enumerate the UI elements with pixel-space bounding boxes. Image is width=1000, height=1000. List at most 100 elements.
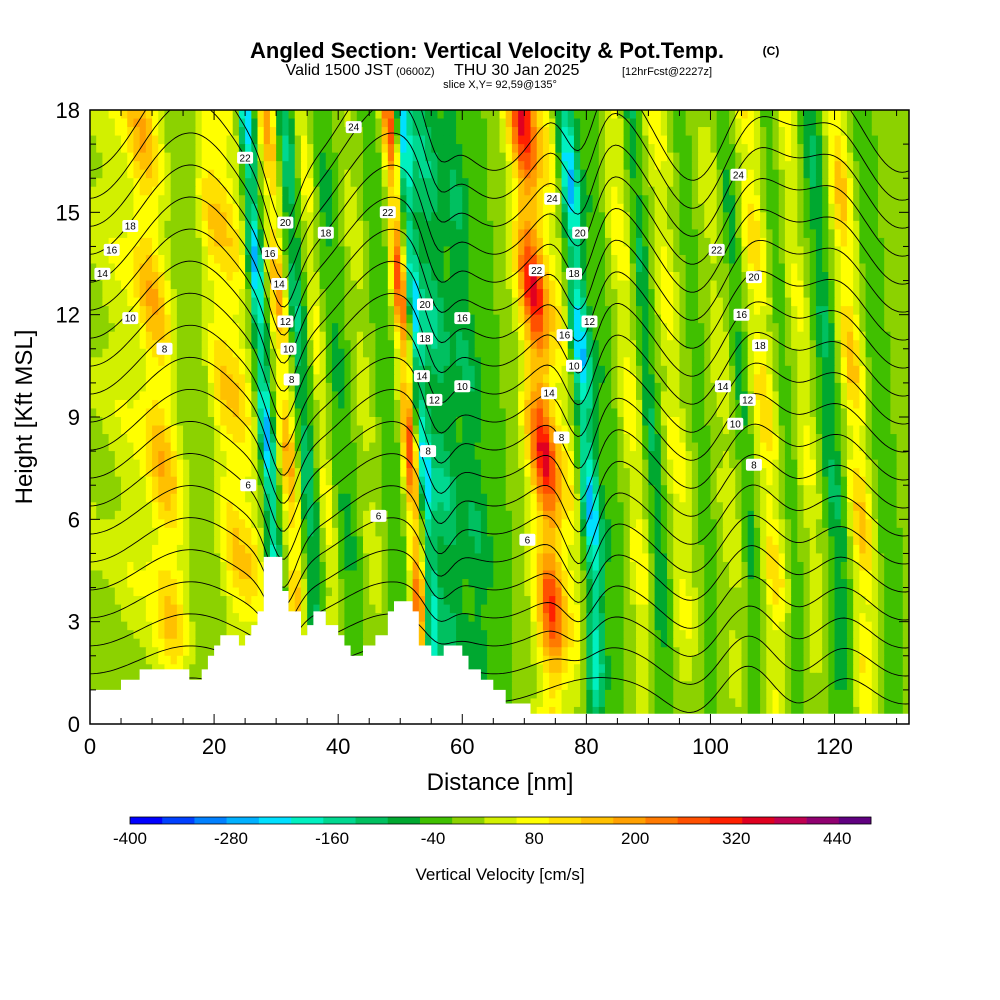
velocity-cell <box>604 212 612 222</box>
velocity-cell <box>760 331 767 341</box>
velocity-cell <box>449 229 457 239</box>
velocity-cell <box>846 178 854 188</box>
velocity-cell <box>815 220 823 230</box>
velocity-cell <box>710 382 718 393</box>
velocity-cell <box>890 254 898 265</box>
velocity-cell <box>189 425 197 435</box>
velocity-cell <box>809 229 817 239</box>
velocity-cell <box>815 161 823 171</box>
velocity-cell <box>648 408 656 418</box>
velocity-cell <box>276 246 283 256</box>
velocity-cell <box>660 357 668 367</box>
velocity-cell <box>412 203 420 213</box>
velocity-cell <box>760 306 767 316</box>
velocity-cell <box>412 289 420 299</box>
velocity-cell <box>338 186 345 196</box>
velocity-cell <box>102 178 110 188</box>
velocity-cell <box>468 186 476 196</box>
velocity-cell <box>493 195 501 205</box>
velocity-cell <box>803 195 811 205</box>
velocity-cell <box>406 357 414 367</box>
velocity-cell <box>586 374 594 384</box>
velocity-cell <box>263 331 271 341</box>
velocity-cell <box>890 374 898 384</box>
velocity-cell <box>139 323 147 333</box>
velocity-cell <box>791 135 798 145</box>
velocity-cell <box>846 237 854 248</box>
velocity-cell <box>642 280 649 290</box>
velocity-cell <box>896 289 904 299</box>
velocity-cell <box>567 212 575 222</box>
velocity-cell <box>474 195 482 205</box>
velocity-cell <box>598 195 606 205</box>
velocity-cell <box>760 178 767 188</box>
velocity-cell <box>158 374 166 384</box>
velocity-cell <box>127 135 135 145</box>
velocity-cell <box>667 110 674 120</box>
velocity-cell <box>760 314 767 324</box>
velocity-cell <box>691 220 699 230</box>
velocity-cell <box>884 178 891 188</box>
velocity-cell <box>679 365 687 375</box>
velocity-cell <box>263 169 271 179</box>
velocity-cell <box>791 314 798 324</box>
velocity-cell <box>729 127 736 137</box>
velocity-cell <box>226 195 234 205</box>
velocity-cell <box>468 417 476 427</box>
velocity-cell <box>282 425 290 435</box>
velocity-cell <box>846 297 854 307</box>
velocity-cell <box>636 297 643 307</box>
velocity-cell <box>300 357 308 367</box>
velocity-cell <box>623 212 631 222</box>
velocity-cell <box>691 382 699 393</box>
velocity-cell <box>412 118 420 128</box>
velocity-cell <box>536 203 544 213</box>
velocity-cell <box>524 408 532 418</box>
velocity-cell <box>207 297 215 307</box>
velocity-cell <box>493 178 501 188</box>
velocity-cell <box>375 246 383 256</box>
velocity-cell <box>114 348 122 358</box>
velocity-cell <box>189 135 197 145</box>
velocity-cell <box>331 161 339 171</box>
velocity-cell <box>158 161 166 171</box>
velocity-cell <box>611 365 618 375</box>
velocity-cell <box>152 323 159 333</box>
velocity-cell <box>195 425 203 435</box>
velocity-cell <box>636 152 643 162</box>
velocity-cell <box>722 425 730 435</box>
velocity-cell <box>648 169 656 179</box>
velocity-cell <box>604 280 612 290</box>
velocity-cell <box>846 229 854 239</box>
velocity-cell <box>288 365 296 375</box>
velocity-cell <box>189 220 197 230</box>
velocity-cell <box>530 323 538 333</box>
velocity-cell <box>313 178 321 188</box>
velocity-cell <box>629 110 637 120</box>
velocity-cell <box>530 306 538 316</box>
velocity-cell <box>530 195 538 205</box>
velocity-cell <box>890 280 898 290</box>
velocity-cell <box>679 280 687 290</box>
velocity-cell <box>902 272 909 282</box>
velocity-cell <box>511 195 519 205</box>
velocity-cell <box>636 357 643 367</box>
velocity-cell <box>691 417 699 427</box>
velocity-cell <box>877 417 885 427</box>
velocity-cell <box>158 272 166 282</box>
velocity-cell <box>524 161 532 171</box>
velocity-cell <box>183 374 190 384</box>
velocity-cell <box>145 306 153 316</box>
velocity-cell <box>698 161 705 171</box>
velocity-cell <box>865 399 873 410</box>
velocity-cell <box>660 297 668 307</box>
velocity-cell <box>592 237 600 248</box>
velocity-cell <box>276 169 283 179</box>
velocity-cell <box>263 391 271 401</box>
velocity-cell <box>592 144 600 154</box>
velocity-cell <box>90 254 97 265</box>
velocity-cell <box>784 297 792 307</box>
velocity-cell <box>685 220 693 230</box>
velocity-cell <box>877 186 885 196</box>
velocity-cell <box>325 178 333 188</box>
